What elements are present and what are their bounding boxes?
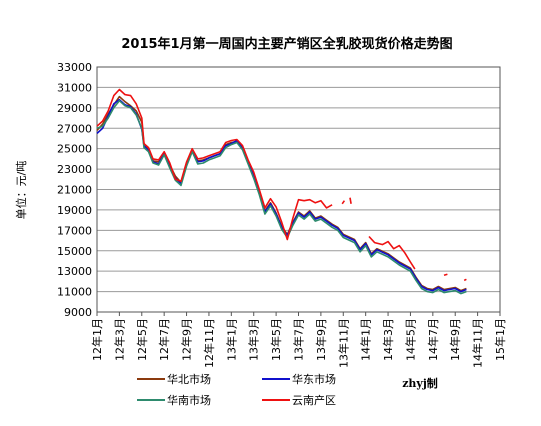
plot-area: 9000 11000 13000 15000 17000 19000 21000 23000 2… xyxy=(57,61,507,368)
y-tick-label: 17000 xyxy=(57,224,92,237)
y-tick-label: 25000 xyxy=(57,143,92,156)
y-tick-label: 31000 xyxy=(57,81,92,94)
chart-title: 2015年1月第一周国内主要产销区全乳胶现货价格走势图 xyxy=(121,36,452,52)
x-tick-label: 12年1月 xyxy=(90,318,104,361)
x-tick-label: 14年7月 xyxy=(426,318,440,361)
x-tick-label: 12年7月 xyxy=(157,318,171,361)
y-tick-label: 19000 xyxy=(57,204,92,217)
y-axis-label: 单位：元/吨 xyxy=(14,161,28,220)
x-tick-label: 14年1月 xyxy=(359,318,373,361)
y-tick-label: 21000 xyxy=(57,184,92,197)
y-tick-label: 23000 xyxy=(57,163,92,176)
series-line-华南市场 xyxy=(96,99,467,295)
legend-label: 华北市场 xyxy=(167,372,211,386)
series-line-云南产区 xyxy=(463,278,467,282)
series-line-云南产区 xyxy=(368,235,416,270)
series-line-云南产区 xyxy=(341,200,346,205)
x-tick-label: 14年3月 xyxy=(381,318,395,361)
x-tick-label: 14年9月 xyxy=(448,318,462,361)
x-tick-label: 13年11月 xyxy=(336,318,350,368)
x-tick-label: 13年5月 xyxy=(269,318,283,361)
y-tick-label: 13000 xyxy=(57,265,92,278)
legend-label: 华南市场 xyxy=(167,393,211,407)
y-tick-label: 9000 xyxy=(64,306,92,319)
x-tick-label: 12年11月 xyxy=(202,318,216,368)
x-tick-label: 13年9月 xyxy=(314,318,328,361)
series-line-云南产区 xyxy=(443,273,448,277)
x-tick-label: 14年11月 xyxy=(471,318,485,368)
x-tick-label: 13年3月 xyxy=(247,318,261,361)
series-line-云南产区 xyxy=(349,197,352,204)
y-tick-label: 11000 xyxy=(57,286,92,299)
x-tick-label: 12年5月 xyxy=(135,318,149,361)
y-tick-label: 29000 xyxy=(57,102,92,115)
y-tick-label: 27000 xyxy=(57,122,92,135)
series-line-云南产区 xyxy=(96,88,333,241)
x-tick-label: 13年7月 xyxy=(292,318,306,361)
x-tick-label: 13年1月 xyxy=(224,318,238,361)
legend-label: 云南产区 xyxy=(292,393,336,407)
y-tick-label: 15000 xyxy=(57,245,92,258)
x-tick-label: 14年5月 xyxy=(403,318,417,361)
x-tick-label: 15年1月 xyxy=(493,318,507,361)
legend-label: 华东市场 xyxy=(292,372,336,386)
y-tick-label: 33000 xyxy=(57,61,92,74)
annotation-credit: zhyj制 xyxy=(402,376,438,390)
x-tick-label: 12年9月 xyxy=(180,318,194,361)
x-tick-label: 12年3月 xyxy=(112,318,126,361)
